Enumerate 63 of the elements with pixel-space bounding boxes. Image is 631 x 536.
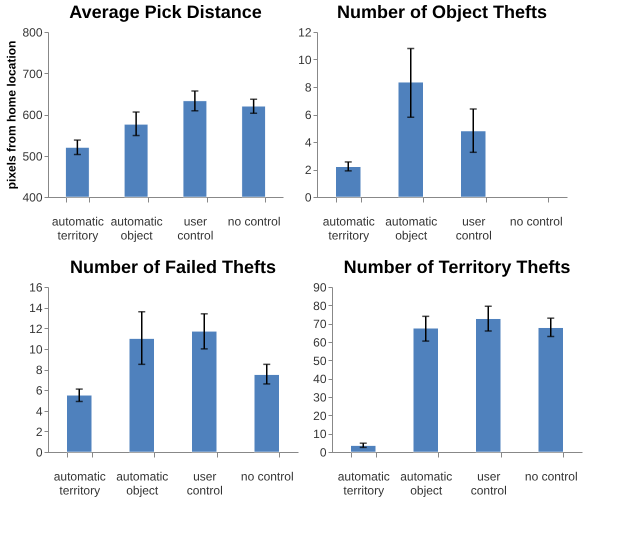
x-tick-label: user control (470, 470, 507, 498)
y-tick-label: 600 (22, 108, 43, 122)
x-tick-label: automatic territory (54, 470, 106, 498)
y-tick-label: 20 (313, 408, 327, 423)
y-tick-label: 400 (22, 190, 43, 204)
bar (476, 318, 501, 452)
y-tick-label: 12 (29, 322, 43, 336)
y-tick-label: 2 (304, 163, 312, 177)
y-tick-label: 0 (36, 446, 43, 460)
bar (413, 328, 438, 452)
x-tick-label: user control (177, 214, 214, 242)
y-tick-label: 8 (36, 363, 43, 377)
x-tick-label: no control (228, 214, 280, 228)
y-tick-label: 500 (22, 149, 43, 164)
bar (398, 82, 424, 198)
y-tick-label: 16 (29, 280, 43, 294)
x-tick-label: automatic territory (338, 470, 390, 498)
chart-title: Number of Failed Thefts (70, 257, 276, 277)
bar (336, 166, 361, 198)
y-tick-label: 0 (320, 446, 327, 460)
y-tick-label: 70 (313, 317, 327, 332)
x-tick-label: no control (240, 470, 294, 484)
y-tick-label: 10 (313, 427, 327, 442)
y-tick-label: 800 (22, 26, 43, 40)
y-tick-label: 50 (313, 354, 327, 368)
x-tick-label: automatic object (385, 214, 438, 242)
x-tick-label: user control (456, 214, 492, 242)
y-tick-label: 4 (304, 136, 312, 150)
bar (538, 327, 564, 452)
y-tick-label: 90 (313, 280, 327, 294)
bar (460, 130, 486, 198)
chart-title: Average Pick Distance (69, 2, 262, 22)
x-tick-label: automatic object (400, 470, 452, 498)
bar (350, 445, 376, 452)
x-tick-label: automatic territory (52, 214, 104, 242)
y-tick-label: 14 (29, 301, 43, 316)
y-tick-label: 10 (298, 53, 312, 67)
y-tick-label: 0 (304, 190, 312, 204)
chart-title: Number of Object Thefts (336, 2, 548, 22)
bar (66, 395, 92, 452)
y-tick-label: 6 (36, 384, 43, 398)
y-tick-label: 10 (29, 342, 43, 356)
bar (129, 338, 154, 452)
y-tick-label: 4 (36, 404, 43, 418)
y-tick-label: 6 (304, 108, 312, 122)
x-tick-label: automatic object (110, 214, 163, 242)
x-tick-label: automatic object (116, 470, 168, 498)
x-tick-label: user control (186, 470, 223, 498)
y-tick-label: 80 (313, 298, 327, 313)
x-tick-label: no control (510, 214, 563, 228)
y-tick-label: 8 (304, 80, 312, 94)
bar (254, 374, 280, 452)
y-tick-label: 60 (313, 336, 327, 350)
y-tick-label: 30 (313, 390, 327, 404)
x-tick-label: automatic territory (322, 214, 375, 242)
y-tick-label: 700 (22, 66, 43, 81)
chart-title: Number of Territory Thefts (344, 257, 570, 277)
y-axis-title: pixels from home location (4, 40, 18, 190)
y-tick-label: 40 (313, 372, 327, 386)
y-tick-label: 2 (36, 424, 43, 439)
x-tick-label: no control (524, 470, 578, 484)
y-tick-label: 12 (298, 26, 312, 40)
bar (192, 331, 217, 452)
